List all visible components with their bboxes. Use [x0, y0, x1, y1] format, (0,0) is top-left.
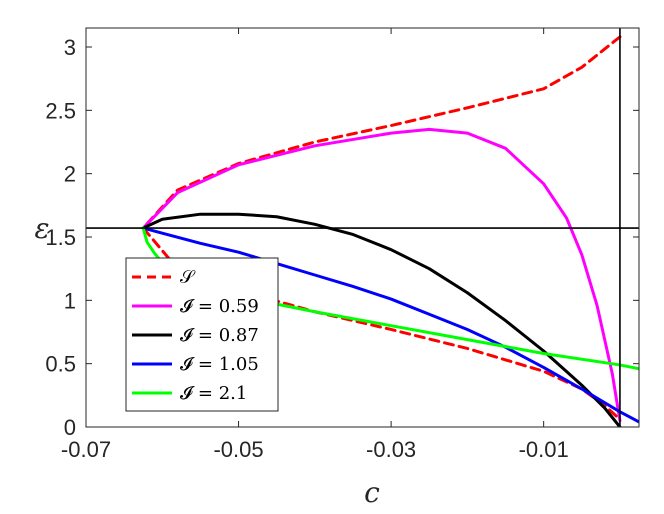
y-tick-label: 2	[64, 162, 76, 187]
y-axis-label: ε	[34, 212, 49, 245]
y-tick-label: 0	[64, 415, 76, 440]
tick-layer: -0.07 -0.05 -0.03 -0.01 0 0.5 1 1.5 2 2.5 3	[45, 28, 639, 462]
legend-label-1: 𝓘 = 0.59	[180, 296, 259, 317]
x-tick-label: -0.07	[61, 437, 111, 462]
y-tick-label: 1.5	[45, 225, 76, 250]
reference-lines	[86, 28, 639, 427]
legend-label-2: 𝓘 = 0.87	[180, 325, 259, 346]
y-tick-label: 2.5	[45, 98, 76, 123]
series-line-3	[141, 226, 639, 424]
x-tick-label: -0.05	[213, 437, 263, 462]
legend-label-4: 𝓘 = 2.1	[180, 383, 247, 404]
series-layer	[141, 35, 639, 427]
y-tick-label: 1	[64, 288, 76, 313]
y-tick-label: 0.5	[45, 352, 76, 377]
x-tick-label: -0.03	[366, 437, 416, 462]
series-line-2	[141, 212, 622, 427]
legend-label-3: 𝓘 = 1.05	[180, 354, 259, 375]
y-tick-label: 3	[64, 35, 76, 60]
legend-label-0: 𝒮	[180, 267, 196, 288]
legend: 𝒮 𝓘 = 0.59 𝓘 = 0.87 𝓘 = 1.05 𝓘 = 2.1	[125, 257, 279, 412]
x-axis-label: c	[364, 476, 380, 509]
plot-frame	[85, 27, 640, 428]
x-tick-label: -0.01	[519, 437, 569, 462]
series-line-0	[141, 35, 622, 421]
series-line-1	[141, 127, 622, 423]
